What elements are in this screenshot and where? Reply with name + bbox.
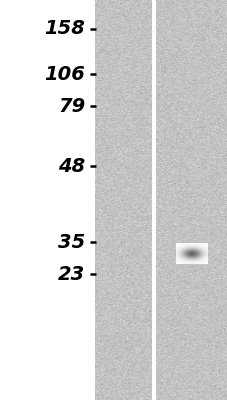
Text: 106: 106 <box>44 64 85 84</box>
Text: 48: 48 <box>58 156 85 176</box>
Text: 35: 35 <box>58 232 85 252</box>
Text: 158: 158 <box>44 19 85 38</box>
Bar <box>152 0 156 400</box>
Bar <box>0 0 95 400</box>
Text: 23: 23 <box>58 264 85 284</box>
Text: 79: 79 <box>58 96 85 116</box>
